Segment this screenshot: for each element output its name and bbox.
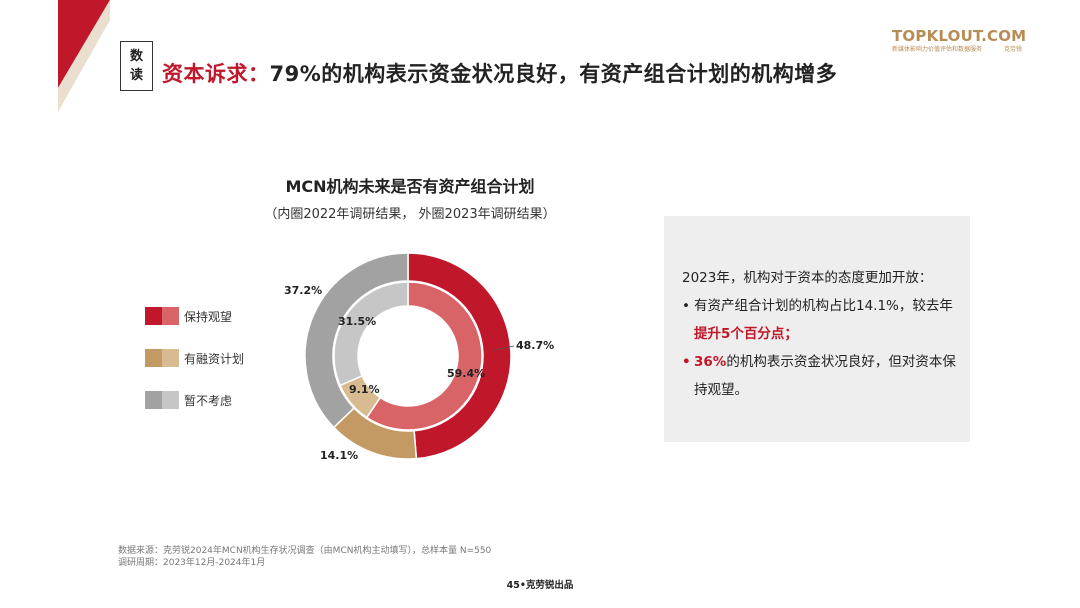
inner-slice-watch	[365, 281, 483, 431]
outer-label-leader-watch	[493, 345, 515, 351]
info-bullet-1-highlight: 提升5个百分点；	[694, 326, 798, 342]
bullet-mark-2: •	[682, 354, 691, 370]
info-bullet-1-text: 有资产组合计划的机构占比14.1%，较去年	[694, 298, 953, 314]
info-bullet-2-highlight: 36%	[694, 354, 727, 370]
outer-label-not-considered: 37.2%	[284, 284, 322, 297]
inner-slice-not-considered	[333, 281, 409, 387]
chart-legend: 保持观望 有融资计划 暂不考虑	[145, 306, 244, 432]
legend-swatch-not-considered	[145, 391, 179, 409]
outer-slice-not-considered	[304, 252, 409, 429]
inner-label-watch: 59.4%	[447, 367, 485, 380]
legend-swatch-watch	[145, 307, 179, 325]
info-bullet-2-text: 的机构表示资金状况良好，但对资本保持观望。	[694, 354, 956, 398]
page-title-text: 79%的机构表示资金状况良好，有资产组合计划的机构增多	[269, 62, 838, 86]
section-tag-line2: 读	[129, 68, 143, 83]
brand-logo-sub-left: 新媒体影响力价值评估和数据服务	[892, 46, 983, 53]
survey-period-line: 调研周期：2023年12月-2024年1月	[118, 558, 266, 568]
section-tag-line1: 数	[129, 49, 143, 64]
info-bullet-2-content: 36%的机构表示资金状况良好，但对资本保持观望。	[694, 348, 956, 404]
legend-label-financing: 有融资计划	[184, 351, 245, 366]
page-title-prefix: 资本诉求：	[162, 62, 270, 86]
chart-title: MCN机构未来是否有资产组合计划	[285, 177, 535, 196]
data-source-note: 数据来源：克劳锐2024年MCN机构生存状况调查（由MCN机构主动填写），总样本…	[118, 545, 491, 569]
legend-item-not-considered: 暂不考虑	[145, 390, 244, 410]
legend-label-not-considered: 暂不考虑	[184, 393, 233, 408]
legend-label-watch: 保持观望	[184, 309, 233, 324]
outer-label-financing: 14.1%	[320, 449, 358, 462]
legend-swatch-financing	[145, 349, 179, 367]
brand-logo-sub-right: 克劳锐	[1003, 46, 1022, 53]
info-intro: 2023年，机构对于资本的态度更加开放：	[682, 270, 933, 286]
brand-logo-text: TOPKLOUT.COM	[892, 27, 1027, 45]
info-bullet-2: • 36%的机构表示资金状况良好，但对资本保持观望。	[682, 348, 956, 404]
inner-label-not-considered: 31.5%	[338, 315, 376, 328]
corner-decoration	[58, 0, 110, 112]
inner-label-financing: 9.1%	[349, 383, 380, 396]
brand-logo: TOPKLOUT.COM 新媒体影响力价值评估和数据服务 克劳锐	[892, 27, 1027, 57]
chart-subtitle: （内圈2022年调研结果， 外圈2023年调研结果）	[264, 207, 556, 222]
outer-slice-watch	[407, 252, 512, 460]
page-title: 资本诉求：79%的机构表示资金状况良好，有资产组合计划的机构增多	[162, 58, 837, 88]
info-box: 2023年，机构对于资本的态度更加开放： • 有资产组合计划的机构占比14.1%…	[664, 216, 970, 442]
legend-item-financing: 有融资计划	[145, 348, 244, 368]
brand-logo-subtitle: 新媒体影响力价值评估和数据服务 克劳锐	[892, 46, 1022, 54]
info-bullet-1-content: 有资产组合计划的机构占比14.1%，较去年提升5个百分点；	[694, 292, 956, 348]
page-footer: 45•克劳锐出品	[506, 580, 574, 591]
data-source-line: 数据来源：克劳锐2024年MCN机构生存状况调查（由MCN机构主动填写），总样本…	[118, 546, 492, 556]
outer-label-watch: 48.7%	[516, 339, 554, 352]
info-bullet-1: • 有资产组合计划的机构占比14.1%，较去年提升5个百分点；	[682, 292, 956, 348]
bullet-mark-1: •	[682, 298, 690, 314]
section-tag: 数 读	[120, 41, 153, 91]
corner-beige-shape	[58, 0, 110, 112]
legend-item-watch: 保持观望	[145, 306, 244, 326]
